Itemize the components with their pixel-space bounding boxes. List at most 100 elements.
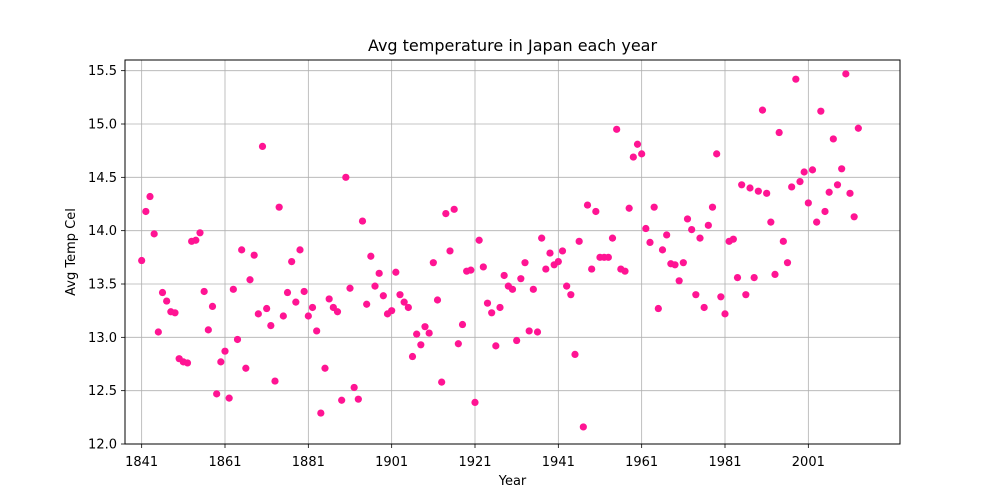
- data-point: [471, 398, 479, 406]
- data-point: [263, 304, 271, 313]
- x-tick-label: 1941: [542, 455, 575, 470]
- data-point: [342, 173, 350, 181]
- x-axis-title: Year: [498, 474, 527, 489]
- data-point: [496, 303, 504, 312]
- data-point: [392, 268, 400, 276]
- data-point: [846, 189, 854, 197]
- data-point: [425, 329, 433, 337]
- x-tick-label: 1841: [125, 455, 158, 470]
- y-axis-ticks: 12.0 12.5 13.0 13.5 14.0 14.5 15.0 15.5: [88, 64, 125, 453]
- data-point: [717, 293, 725, 301]
- data-point: [854, 124, 862, 132]
- data-point: [554, 258, 562, 266]
- data-point: [650, 203, 658, 211]
- data-point: [408, 352, 417, 361]
- y-tick-label: 15.5: [88, 64, 117, 79]
- data-point: [679, 259, 687, 267]
- data-point: [229, 285, 237, 293]
- data-point: [354, 395, 362, 403]
- data-point: [413, 330, 421, 338]
- data-point: [283, 288, 292, 297]
- data-point: [704, 221, 712, 229]
- data-point: [629, 153, 637, 161]
- data-point: [804, 199, 812, 207]
- data-point: [483, 299, 492, 307]
- data-point: [671, 261, 679, 269]
- data-point: [833, 181, 842, 189]
- data-points: [138, 70, 862, 431]
- data-point: [363, 300, 371, 308]
- data-point: [746, 184, 754, 192]
- data-point: [296, 246, 304, 254]
- data-point: [171, 309, 179, 317]
- data-point: [238, 246, 246, 254]
- data-point: [204, 326, 212, 334]
- data-point: [733, 274, 742, 282]
- data-point: [200, 287, 208, 296]
- data-point: [233, 335, 242, 344]
- data-point: [446, 247, 454, 255]
- data-point: [513, 336, 521, 345]
- y-tick-label: 13.5: [88, 278, 117, 293]
- y-tick-label: 12.5: [88, 384, 117, 399]
- x-tick-label: 1901: [375, 455, 408, 470]
- data-point: [421, 323, 429, 331]
- data-point: [613, 125, 621, 133]
- data-point: [313, 327, 321, 335]
- data-point: [250, 251, 258, 259]
- x-axis-ticks: 1841 1861 1881 1901 1921 1941 1961 1981 2001: [125, 444, 825, 470]
- data-point: [763, 189, 771, 197]
- data-point: [738, 181, 746, 189]
- data-point: [367, 252, 375, 260]
- data-point: [454, 340, 462, 348]
- data-point: [146, 192, 154, 201]
- data-point: [325, 295, 333, 303]
- data-point: [608, 234, 617, 242]
- data-point: [621, 267, 629, 275]
- data-point: [533, 328, 542, 336]
- data-point: [275, 203, 283, 211]
- data-point: [817, 107, 825, 115]
- data-point: [663, 231, 671, 239]
- data-point: [779, 237, 787, 245]
- data-point: [142, 207, 150, 216]
- data-point: [258, 142, 267, 150]
- data-point: [646, 238, 654, 246]
- data-point: [300, 287, 308, 296]
- data-point: [271, 377, 279, 385]
- data-point: [792, 75, 800, 83]
- data-point: [579, 423, 587, 431]
- data-point: [404, 303, 412, 312]
- data-point: [542, 265, 550, 273]
- data-point: [583, 201, 592, 209]
- data-point: [567, 291, 575, 299]
- data-point: [796, 178, 804, 186]
- data-point: [317, 409, 325, 417]
- data-point: [467, 266, 475, 274]
- data-point: [292, 298, 300, 306]
- data-point: [821, 207, 829, 216]
- data-point: [592, 207, 600, 216]
- y-axis-title: Avg Temp Cel: [64, 208, 79, 296]
- data-point: [217, 358, 225, 366]
- y-tick-label: 14.5: [88, 171, 117, 186]
- data-point: [400, 298, 408, 306]
- data-point: [588, 265, 596, 273]
- data-point: [254, 310, 262, 318]
- data-point: [754, 187, 762, 195]
- y-tick-label: 12.0: [88, 438, 117, 453]
- data-point: [338, 396, 346, 404]
- data-point: [771, 270, 779, 278]
- data-point: [838, 165, 846, 173]
- data-point: [675, 277, 683, 285]
- data-point: [321, 364, 329, 372]
- x-tick-label: 1861: [208, 455, 241, 470]
- data-point: [475, 236, 483, 244]
- data-point: [379, 292, 387, 300]
- data-point: [225, 394, 233, 402]
- data-point: [729, 235, 737, 243]
- data-point: [154, 328, 162, 336]
- data-point: [642, 224, 650, 233]
- data-point: [767, 218, 775, 226]
